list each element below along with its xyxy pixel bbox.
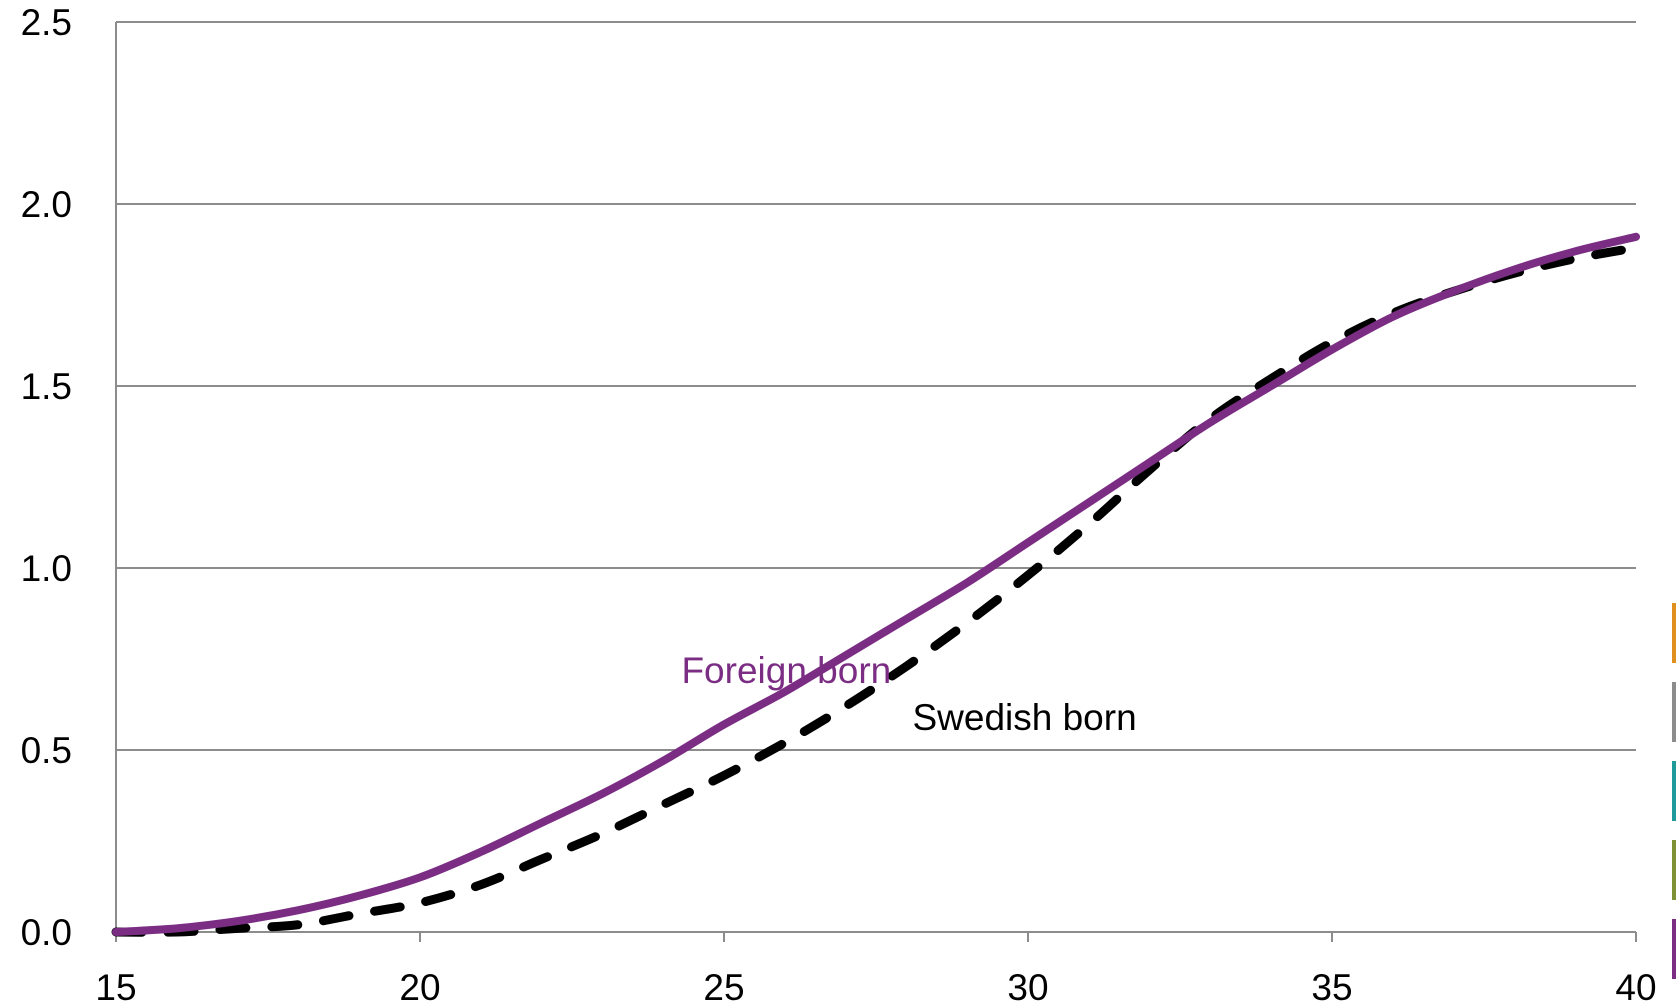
legend-swatch [1672,603,1676,663]
y-axis-ticks: 0.0 0.5 1.0 1.5 2.0 2.5 [21,2,72,953]
legend-swatch [1672,919,1676,979]
x-tick-label: 30 [1007,967,1048,1006]
legend-swatch [1672,682,1676,742]
swedish-born-line [111,243,1641,937]
y-tick-label: 0.5 [21,730,72,771]
y-tick-label: 0.0 [21,912,72,953]
x-tick-label: 40 [1615,967,1656,1006]
series-lines [111,232,1641,937]
x-tick-label: 25 [703,967,744,1006]
y-tick-label: 2.5 [21,2,72,43]
x-tick-label: 35 [1311,967,1352,1006]
y-tick-label: 1.5 [21,366,72,407]
x-tick-label: 20 [399,967,440,1006]
x-axis-ticks: 15 20 25 30 35 40 [95,967,1656,1006]
gridlines [116,21,1636,751]
legend-swatch [1672,840,1676,900]
axes [115,22,1637,942]
legend-swatches [1672,603,1676,979]
swedish-born-label: Swedish born [912,697,1136,738]
legend-swatch [1672,761,1676,821]
y-tick-label: 1.0 [21,548,72,589]
x-tick-label: 15 [95,967,136,1006]
y-tick-label: 2.0 [21,184,72,225]
foreign-born-label: Foreign born [681,650,891,691]
foreign-born-line [112,232,1640,936]
series-labels: Foreign born Swedish born [681,650,1136,738]
